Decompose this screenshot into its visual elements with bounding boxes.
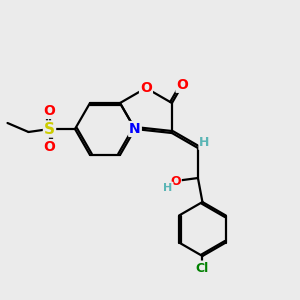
Text: O: O	[140, 81, 152, 95]
Text: H: H	[163, 183, 172, 193]
Text: O: O	[176, 78, 188, 92]
Text: H: H	[200, 136, 210, 149]
Text: O: O	[44, 104, 56, 118]
Text: Cl: Cl	[196, 262, 209, 275]
Text: S: S	[44, 122, 55, 136]
Text: N: N	[129, 122, 141, 136]
Text: O: O	[44, 140, 56, 154]
Text: O: O	[170, 175, 181, 188]
